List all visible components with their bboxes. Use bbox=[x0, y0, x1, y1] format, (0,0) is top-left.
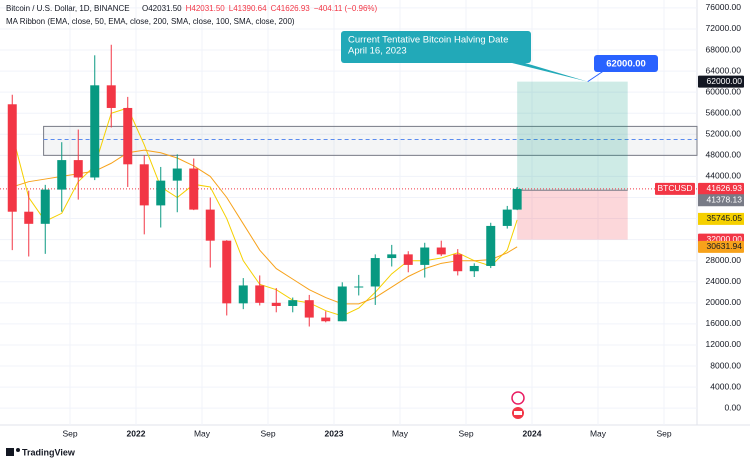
y-tick-label: 28000.00 bbox=[706, 255, 742, 265]
x-tick-label: May bbox=[590, 428, 607, 438]
candle-body bbox=[370, 258, 380, 287]
x-tick-label: 2022 bbox=[127, 428, 146, 438]
candle-body bbox=[222, 240, 232, 304]
candle-body bbox=[57, 160, 67, 190]
callout-text: Current Tentative Bitcoin Halving Date bbox=[348, 35, 508, 46]
y-tick-label: 52000.00 bbox=[706, 129, 742, 139]
x-tick-label: Sep bbox=[458, 428, 473, 438]
header-stat: L41390.64 bbox=[229, 4, 267, 13]
price-label: 62000.00 bbox=[707, 76, 743, 86]
y-tick-label: 0.00 bbox=[724, 402, 741, 412]
y-tick-label: 68000.00 bbox=[706, 44, 742, 54]
candle-body bbox=[403, 254, 413, 265]
callout-pointer bbox=[500, 60, 588, 82]
brand: TradingView bbox=[22, 447, 76, 457]
candle-body bbox=[321, 317, 331, 322]
y-tick-label: 76000.00 bbox=[706, 2, 742, 12]
header-stat: H42031.50 bbox=[186, 4, 226, 13]
price-label-box bbox=[698, 212, 744, 225]
symbol-label: BTCUSD bbox=[658, 183, 693, 193]
stop-zone bbox=[517, 190, 628, 240]
header-stat: −404.11 (−0.96%) bbox=[314, 4, 378, 13]
indicator-label: MA Ribbon (EMA, close, 50, EMA, close, 2… bbox=[6, 17, 295, 26]
y-tick-label: 64000.00 bbox=[706, 65, 742, 75]
x-tick-label: 2024 bbox=[523, 428, 542, 438]
price-label-box bbox=[698, 240, 744, 253]
candle-body bbox=[469, 265, 479, 272]
symbol-box bbox=[655, 182, 695, 195]
candle-body bbox=[486, 225, 496, 266]
y-tick-label: 48000.00 bbox=[706, 150, 742, 160]
candle-body bbox=[436, 247, 446, 255]
price-label: 41626.93 bbox=[707, 183, 743, 193]
price-label-box bbox=[698, 182, 744, 195]
x-tick-label: Sep bbox=[260, 428, 275, 438]
candle-body bbox=[123, 107, 133, 165]
x-tick-label: May bbox=[392, 428, 409, 438]
brand-logo: TradingView bbox=[6, 447, 76, 457]
candle-body bbox=[73, 160, 83, 178]
x-tick-label: Sep bbox=[656, 428, 671, 438]
candle-body bbox=[354, 286, 364, 288]
candle-body bbox=[337, 286, 347, 322]
callout-text: April 16, 2023 bbox=[348, 46, 407, 57]
candle-body bbox=[106, 85, 116, 108]
price-label: 35745.05 bbox=[707, 213, 743, 223]
y-tick-label: 24000.00 bbox=[706, 276, 742, 286]
price-label: 32000.00 bbox=[707, 234, 743, 244]
candle-body bbox=[512, 188, 522, 210]
x-tick-label: May bbox=[194, 428, 211, 438]
target-tag-box bbox=[594, 55, 658, 72]
candle-body bbox=[453, 254, 463, 272]
price-label-box bbox=[698, 194, 744, 207]
plot bbox=[0, 0, 698, 425]
candle-body bbox=[271, 302, 281, 306]
y-tick-label: 4000.00 bbox=[710, 381, 741, 391]
candle-body bbox=[205, 209, 215, 241]
resistance-band bbox=[43, 125, 698, 156]
target-zone bbox=[517, 81, 628, 191]
candle-body bbox=[139, 164, 149, 206]
price-label-box bbox=[698, 75, 744, 88]
candle-body bbox=[387, 254, 397, 259]
y-tick-label: 20000.00 bbox=[706, 297, 742, 307]
y-tick-label: 8000.00 bbox=[710, 360, 741, 370]
y-tick-label: 60000.00 bbox=[706, 86, 742, 96]
candle-body bbox=[24, 211, 34, 224]
candle-body bbox=[189, 168, 199, 210]
candle-body bbox=[304, 300, 314, 318]
x-tick-label: 2023 bbox=[325, 428, 344, 438]
y-tick-label: 12000.00 bbox=[706, 339, 742, 349]
target-tag: 62000.00 bbox=[606, 59, 646, 70]
y-tick-label: 56000.00 bbox=[706, 107, 742, 117]
y-tick-label: 44000.00 bbox=[706, 171, 742, 181]
candle-body bbox=[502, 209, 512, 226]
price-label: 41378.13 bbox=[707, 194, 743, 204]
candle-body bbox=[90, 85, 100, 178]
callout-box bbox=[341, 31, 531, 63]
candle-body bbox=[40, 189, 50, 224]
candle-body bbox=[7, 104, 17, 212]
candle-body bbox=[420, 247, 430, 265]
x-tick-label: Sep bbox=[62, 428, 77, 438]
candle-body bbox=[288, 300, 298, 306]
candle-body bbox=[255, 285, 265, 303]
header-stat: O42031.50 bbox=[142, 4, 182, 13]
candle-body bbox=[156, 180, 166, 206]
header-stat: C41626.93 bbox=[271, 4, 311, 13]
event-icons bbox=[511, 391, 525, 419]
candle-body bbox=[238, 285, 248, 304]
chart-title: Bitcoin / U.S. Dollar, 1D, BINANCE bbox=[6, 4, 130, 13]
price-label: 30631.94 bbox=[707, 241, 743, 251]
header-stats: O42031.50 H42031.50 L41390.64 C41626.93 −404… bbox=[142, 4, 378, 13]
overlay: Current Tentative Bitcoin Halving DateAp… bbox=[341, 31, 658, 83]
candle-body bbox=[172, 168, 182, 181]
y-tick-label: 72000.00 bbox=[706, 23, 742, 33]
y-tick-label: 16000.00 bbox=[706, 318, 742, 328]
